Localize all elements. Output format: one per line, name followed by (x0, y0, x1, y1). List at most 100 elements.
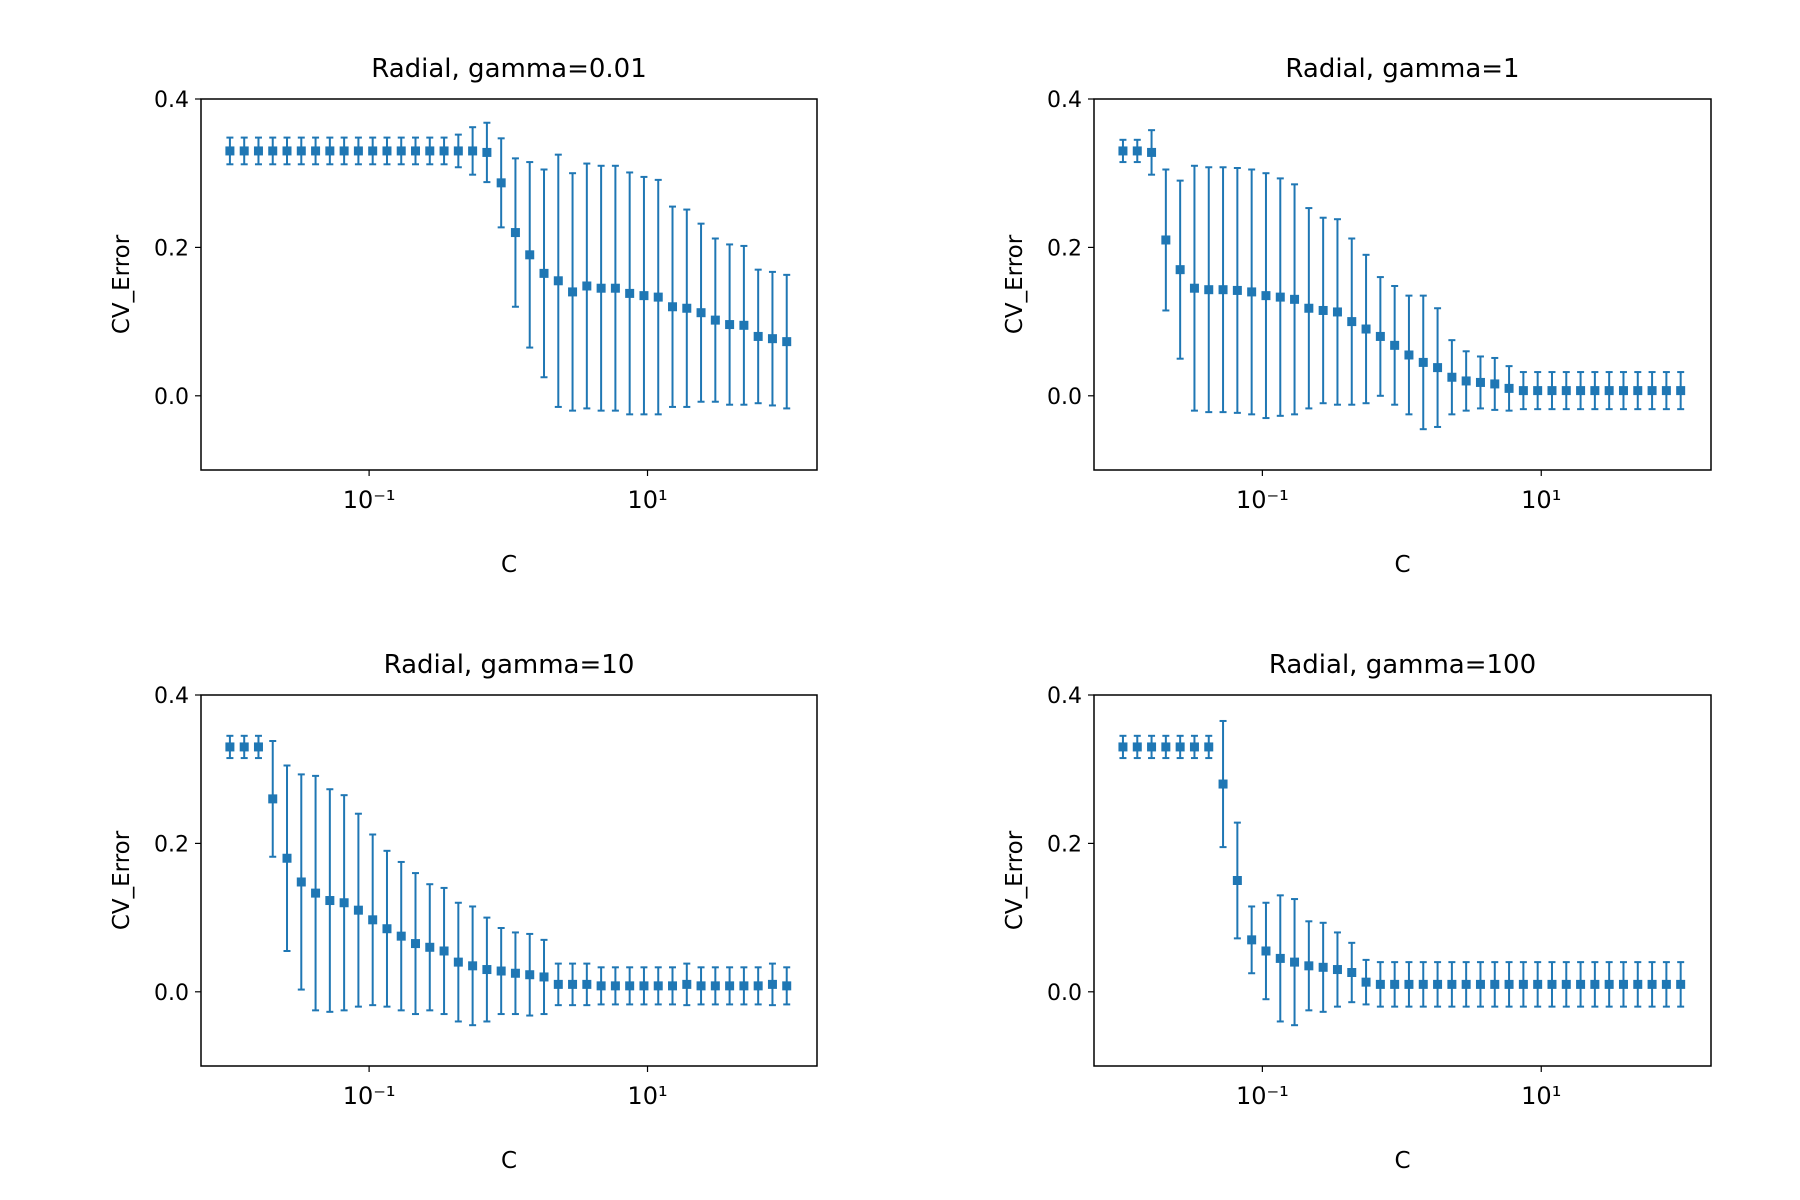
marker (325, 146, 335, 156)
marker (553, 276, 563, 286)
marker (696, 981, 706, 991)
marker (1290, 957, 1300, 967)
marker (1275, 292, 1285, 302)
marker (682, 979, 692, 989)
marker (225, 742, 235, 752)
subplot: Radial, gamma=0.01 C CV_Error 0.0 0.2 0.4 10⁻¹… (109, 54, 818, 578)
marker (596, 981, 606, 991)
marker (725, 320, 735, 330)
marker (1118, 146, 1128, 156)
marker (1576, 386, 1586, 396)
marker (668, 302, 678, 312)
marker (710, 315, 720, 325)
marker (268, 146, 278, 156)
x-axis-label: C (1394, 1148, 1410, 1174)
marker (1189, 742, 1199, 752)
marker (453, 146, 463, 156)
marker (553, 979, 563, 989)
marker (782, 337, 792, 347)
marker (1418, 979, 1428, 989)
marker (1390, 340, 1400, 350)
x-tick-label: 10⁻¹ (1236, 1082, 1289, 1110)
marker (1490, 379, 1500, 389)
marker (610, 283, 620, 293)
marker (1647, 979, 1657, 989)
marker (439, 146, 449, 156)
marker (1161, 742, 1171, 752)
axes-frame (200, 694, 818, 1067)
marker (1647, 386, 1657, 396)
marker (1576, 979, 1586, 989)
marker (1261, 291, 1271, 301)
marker (1433, 979, 1443, 989)
marker (582, 281, 592, 291)
marker (253, 742, 263, 752)
marker (639, 981, 649, 991)
marker (625, 288, 635, 298)
marker (1361, 324, 1371, 334)
marker (296, 146, 306, 156)
marker (1318, 305, 1328, 315)
marker (1189, 283, 1199, 293)
marker (1175, 265, 1185, 275)
marker (1661, 386, 1671, 396)
marker (1490, 979, 1500, 989)
marker (682, 303, 692, 313)
marker (353, 146, 363, 156)
marker (1147, 742, 1157, 752)
marker (767, 334, 777, 344)
x-tick-label: 10¹ (627, 1082, 667, 1110)
marker (739, 320, 749, 330)
marker (1218, 779, 1228, 789)
marker (339, 146, 349, 156)
marker (1547, 979, 1557, 989)
marker (1504, 383, 1514, 393)
y-tick-label: 0.0 (154, 981, 189, 1006)
x-tick-label: 10¹ (1521, 486, 1561, 514)
marker (1204, 742, 1214, 752)
marker (1561, 979, 1571, 989)
marker (1304, 303, 1314, 313)
subplot-title: Radial, gamma=0.01 (371, 54, 647, 84)
marker (1332, 307, 1342, 317)
marker (610, 981, 620, 991)
y-tick-label: 0.0 (154, 385, 189, 410)
marker (396, 931, 406, 941)
marker (425, 942, 435, 952)
marker (782, 981, 792, 991)
marker (1533, 979, 1543, 989)
marker (1375, 331, 1385, 341)
marker (1590, 979, 1600, 989)
marker (668, 981, 678, 991)
marker (439, 946, 449, 956)
marker (1347, 968, 1357, 978)
marker (1447, 372, 1457, 382)
marker (282, 853, 292, 863)
marker (1232, 876, 1242, 885)
marker (1375, 979, 1385, 989)
marker (739, 981, 749, 991)
marker (510, 228, 520, 238)
marker (253, 146, 263, 156)
marker (225, 146, 235, 156)
subplot-title: Radial, gamma=1 (1285, 54, 1519, 84)
marker (1433, 363, 1443, 373)
marker (1290, 294, 1300, 304)
axes-frame (1093, 98, 1712, 471)
marker (1161, 235, 1171, 245)
y-tick-label: 0.2 (154, 236, 189, 261)
subplot: Radial, gamma=1 C CV_Error 0.0 0.2 0.4 10⁻¹ 10¹ (1002, 54, 1712, 578)
axes-frame (200, 98, 818, 471)
x-axis-label: C (501, 1148, 517, 1174)
marker (653, 981, 663, 991)
marker (1618, 979, 1628, 989)
series (1118, 129, 1686, 431)
x-tick-label: 10¹ (1521, 1082, 1561, 1110)
marker (311, 146, 321, 156)
marker (1547, 386, 1557, 396)
marker (539, 972, 549, 982)
marker (725, 981, 735, 991)
marker (1475, 377, 1485, 387)
subplot: Radial, gamma=10 C CV_Error 0.0 0.2 0.4 10⁻¹ 10… (109, 650, 818, 1174)
marker (482, 965, 492, 975)
